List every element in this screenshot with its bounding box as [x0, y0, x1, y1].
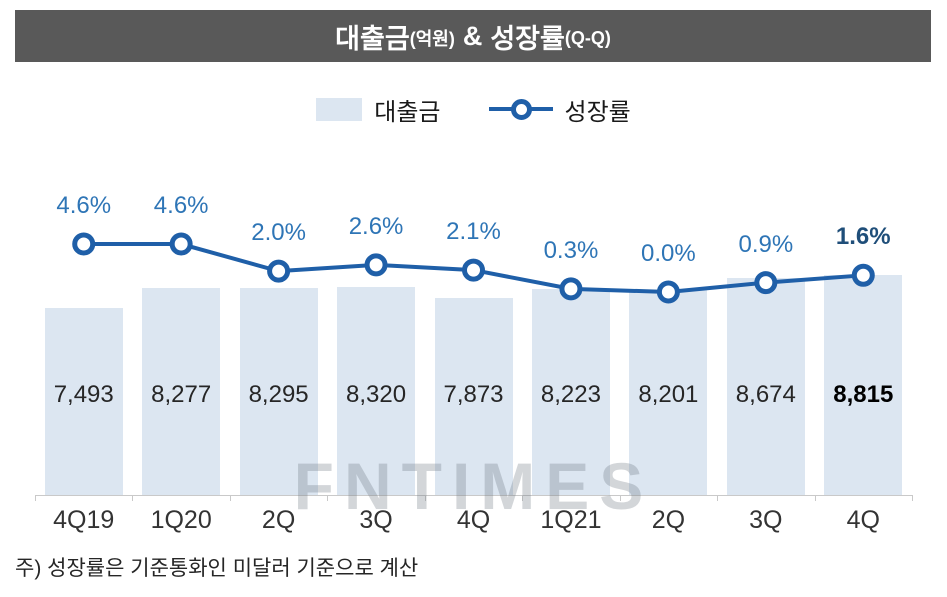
x-axis-line: [35, 495, 912, 496]
line-marker-4Q: [462, 258, 485, 282]
line-swatch-icon: [488, 97, 553, 121]
growth-pct-label: 2.0%: [251, 219, 306, 247]
x-axis-tick: [620, 495, 621, 501]
growth-pct-label: 4.6%: [153, 192, 209, 220]
bar-4Q: [434, 298, 513, 495]
title-ampersand: &: [462, 20, 483, 51]
legend-label-loans: 대출금: [374, 98, 441, 126]
x-axis-label-4Q: 4Q: [846, 506, 880, 534]
bar-value-label: 8,320: [346, 381, 407, 408]
line-marker-3Q: [364, 253, 388, 277]
growth-pct-label: 0.9%: [738, 230, 794, 258]
bar-3Q: [337, 287, 416, 495]
bar-2Q: [239, 288, 318, 495]
bar-1Q21: [531, 289, 610, 495]
x-axis-label-3Q: 3Q: [359, 506, 393, 534]
bar-value-label: 8,815: [833, 381, 894, 408]
x-axis-tick: [717, 495, 718, 501]
bar-value-label: 8,277: [151, 381, 212, 408]
x-axis-tick: [230, 495, 231, 501]
bar-4Q: [824, 275, 903, 495]
growth-pct-label: 2.1%: [446, 218, 501, 246]
legend-label-growth: 성장률: [564, 98, 631, 126]
line-marker-1Q20: [169, 232, 193, 256]
x-axis-label-2Q: 2Q: [261, 506, 296, 534]
chart-title-bar: 대출금 (억원) & 성장률 (Q-Q): [15, 10, 931, 62]
x-axis-label-4Q: 4Q: [456, 506, 491, 534]
bar-value-label: 7,873: [443, 381, 504, 408]
x-axis-tick: [132, 495, 133, 501]
bar-1Q20: [142, 288, 221, 495]
legend: 대출금 성장률: [0, 92, 947, 126]
line-marker-2Q: [267, 259, 291, 283]
growth-pct-label: 0.0%: [641, 240, 696, 267]
title-growth-unit: (Q-Q): [564, 27, 611, 48]
title-loans: 대출금: [335, 23, 410, 54]
title-loans-unit: (억원): [409, 29, 455, 49]
bar-value-label: 8,295: [248, 381, 309, 408]
bar-2Q: [629, 290, 708, 495]
bar-swatch-icon: [316, 97, 363, 121]
growth-pct-label: 2.6%: [348, 212, 404, 240]
growth-pct-label: 4.6%: [56, 192, 112, 220]
bar-value-label: 8,201: [638, 381, 699, 408]
footnote: 주) 성장률은 기준통화인 미달러 기준으로 계산: [15, 557, 419, 580]
x-axis-tick: [522, 495, 523, 501]
x-axis-label-2Q: 2Q: [651, 506, 686, 534]
x-axis-label-4Q19: 4Q19: [53, 506, 115, 534]
x-axis-tick: [912, 495, 913, 501]
bar-value-label: 7,493: [53, 381, 114, 408]
x-axis-tick: [425, 495, 426, 501]
x-axis-label-1Q20: 1Q20: [150, 506, 212, 534]
x-axis-tick: [327, 495, 328, 501]
line-marker-icon: [510, 99, 532, 120]
growth-pct-label: 0.3%: [543, 236, 599, 264]
bar-4Q19: [44, 308, 123, 495]
line-marker-4Q19: [72, 232, 96, 256]
x-axis-label-1Q21: 1Q21: [540, 506, 602, 534]
x-axis-tick: [815, 495, 816, 501]
legend-item-growth: 성장률: [488, 92, 631, 127]
title-growth: 성장률: [490, 23, 565, 54]
growth-pct-label: 1.6%: [835, 223, 891, 251]
bar-3Q: [726, 278, 805, 495]
x-axis-tick: [35, 495, 36, 501]
bar-value-label: 8,674: [735, 381, 796, 408]
legend-item-loans: 대출금: [316, 92, 441, 127]
bar-value-label: 8,223: [540, 381, 601, 408]
x-axis-label-3Q: 3Q: [749, 506, 783, 534]
